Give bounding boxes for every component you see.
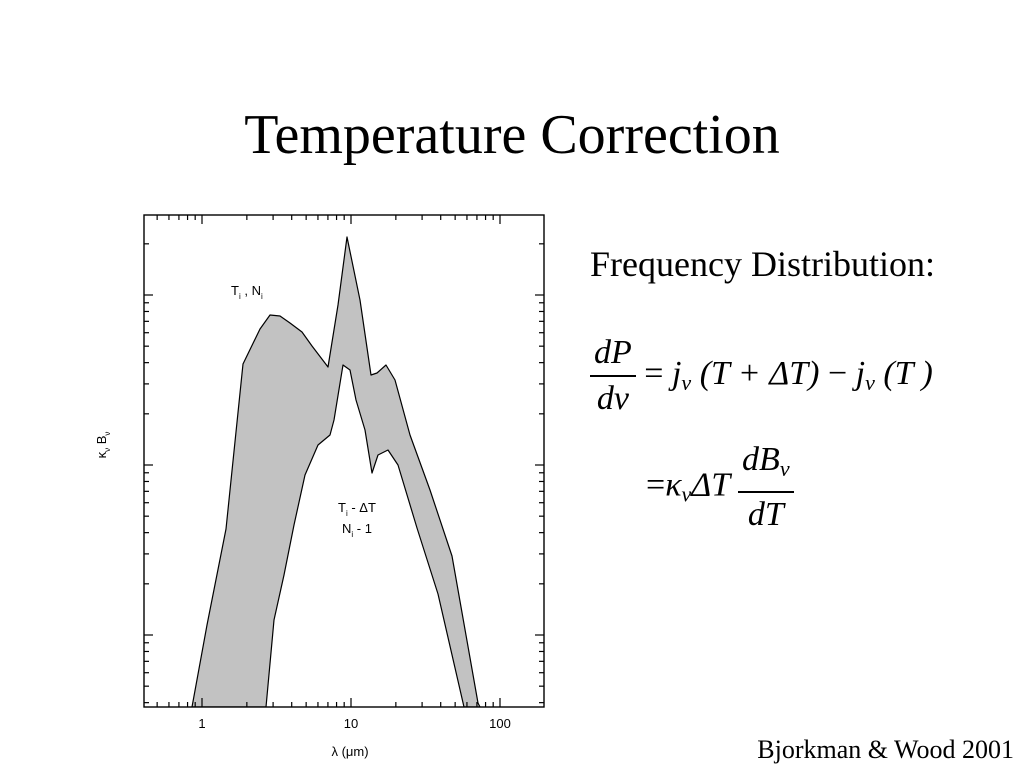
equals-sign-2: = <box>646 466 666 504</box>
annotation-ti-delta-t: Ti - ΔT <box>338 500 376 518</box>
fraction-numerator: dP <box>590 333 636 377</box>
fraction-dp-dnu: dP dν <box>590 333 636 419</box>
x-tick-labels: 1 10 100 <box>198 716 510 731</box>
x-tick-label: 1 <box>198 716 205 731</box>
minus-sign: − <box>827 354 848 392</box>
axis-ticks <box>144 215 544 707</box>
fraction-db-dt: dBν dT <box>738 440 794 535</box>
nu-subscript-3: ν <box>681 481 692 507</box>
fraction-denominator: dν <box>596 380 629 417</box>
equals-sign: = <box>644 354 664 392</box>
spectrum-plot-svg: 1 10 100 Ti , Ni Ti - ΔT Ni - 1 λ (μm) κν … <box>94 214 545 759</box>
spectrum-plot: 1 10 100 Ti , Ni Ti - ΔT Ni - 1 λ (μm) κν … <box>80 205 560 765</box>
emissivity-symbol-2: j <box>855 354 866 392</box>
temperature-band-area <box>191 236 481 707</box>
annotation-ni-minus-1: Ni - 1 <box>342 521 372 539</box>
emissivity-symbol: j <box>671 354 682 392</box>
kappa-symbol: κ <box>665 466 682 504</box>
slide-title: Temperature Correction <box>244 104 780 166</box>
y-axis-label: κν Bν <box>94 432 112 459</box>
delta-t: ΔT <box>691 466 730 504</box>
x-tick-label: 100 <box>489 716 511 731</box>
annotation-ti-ni: Ti , Ni <box>231 283 263 301</box>
nu-subscript-4: ν <box>779 456 790 481</box>
equation-line-2: =κνΔT dBν dT <box>646 440 794 535</box>
x-tick-label: 10 <box>344 716 358 731</box>
nu-subscript-2: ν <box>865 369 875 395</box>
x-axis-label: λ (μm) <box>331 744 368 759</box>
fraction-numerator-2: dBν <box>738 440 794 493</box>
db-text: dB <box>742 441 780 478</box>
first-argument: (T + ΔT) <box>699 354 820 392</box>
fraction-denominator-2: dT <box>747 496 784 533</box>
nu-subscript: ν <box>681 369 692 395</box>
second-argument: (T ) <box>883 354 933 392</box>
citation: Bjorkman & Wood 2001 <box>757 735 1014 764</box>
frequency-distribution-heading: Frequency Distribution: <box>590 244 935 284</box>
equation-line-1: dP dν = jν (T + ΔT) − jν (T ) <box>590 333 933 419</box>
